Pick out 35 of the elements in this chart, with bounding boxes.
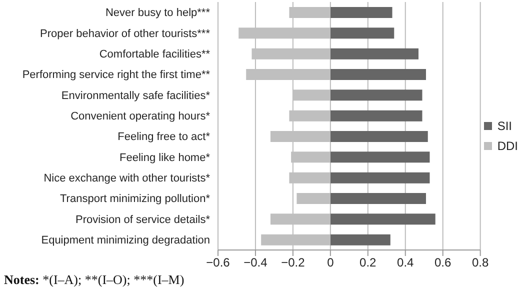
y-tick-label: Proper behavior of other tourists*** <box>40 28 211 40</box>
bar <box>330 193 426 204</box>
x-tick-label: 0.6 <box>434 256 452 270</box>
x-tick-label: 0.8 <box>472 256 489 270</box>
x-tick-label: 0.2 <box>360 256 377 270</box>
y-tick-label: Equipment minimizing degradation <box>41 234 210 247</box>
y-tick-label: Transport minimizing pollution* <box>60 193 211 206</box>
y-tick-label: Never busy to help*** <box>105 7 211 20</box>
text: Notes: *(I–A); **(I–O); ***(I–M) <box>4 272 184 288</box>
bar <box>330 110 422 122</box>
bar <box>330 7 392 18</box>
bar <box>330 234 390 246</box>
x-tick-label: −0.2 <box>281 256 306 270</box>
y-tick-label: Nice exchange with other tourists* <box>44 172 211 185</box>
y-tick-label: Convenient operating hours* <box>70 110 211 123</box>
y-tick-label: Provision of service details* <box>75 214 211 226</box>
y-tick-label: Environmentally safe facilities* <box>61 90 211 102</box>
x-tick-label: 0.4 <box>397 256 414 270</box>
legend-label: DDI <box>497 139 518 153</box>
legend-label: SII <box>497 119 512 133</box>
bar <box>330 214 436 225</box>
y-tick-label: Performing service right the first time** <box>22 69 211 82</box>
x-tick-label: −0.4 <box>244 256 268 270</box>
bar <box>330 69 426 80</box>
bar <box>330 28 394 39</box>
bar <box>330 90 422 101</box>
bar <box>330 172 430 184</box>
y-tick-label: Feeling free to act* <box>118 131 211 144</box>
bar <box>330 48 418 60</box>
y-tick-label: Feeling like home* <box>120 152 211 164</box>
y-tick-label: Comfortable facilities** <box>99 48 211 61</box>
bar <box>330 152 430 163</box>
x-tick-label: −0.6 <box>206 256 230 270</box>
bar <box>330 131 428 142</box>
x-tick-label: 0 <box>327 256 334 270</box>
